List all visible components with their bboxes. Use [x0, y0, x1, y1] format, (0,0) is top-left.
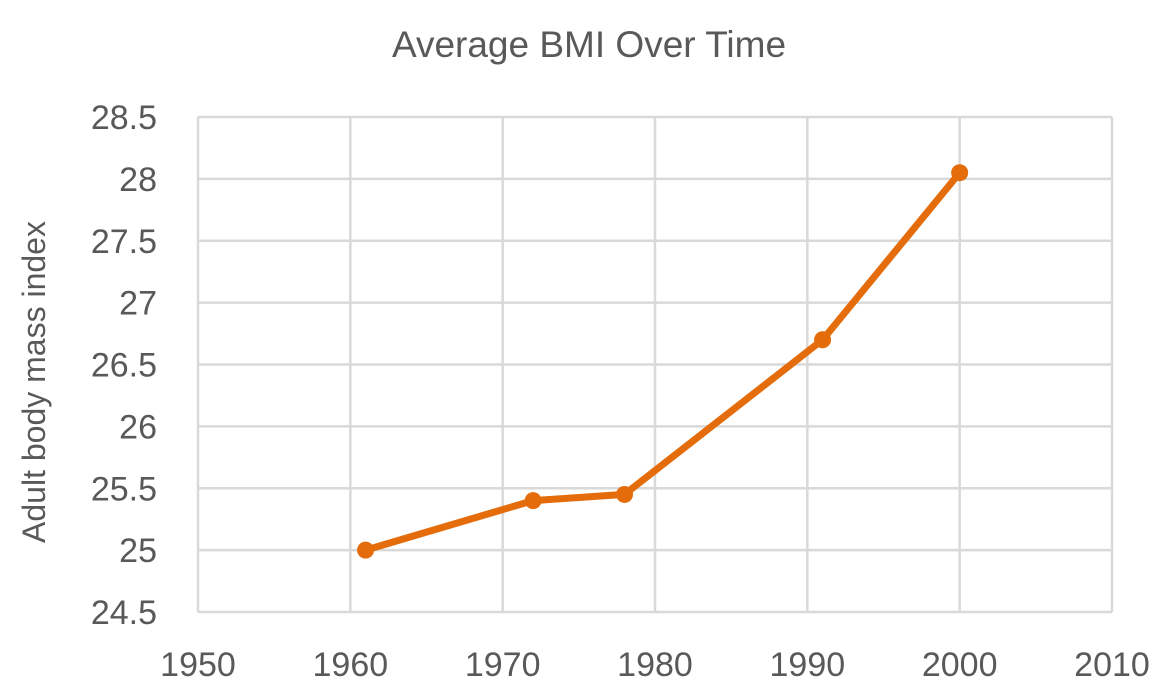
data-point [616, 485, 634, 503]
data-point [814, 331, 832, 349]
y-tick-label: 26 [119, 408, 157, 446]
y-tick-label: 25.5 [91, 470, 157, 508]
gridlines [196, 115, 1114, 614]
x-tick-label: 2000 [922, 646, 998, 684]
y-tick-label: 24.5 [91, 594, 157, 632]
x-tick-labels: 1950 1960 1970 1980 1990 2000 2010 [160, 646, 1150, 684]
y-tick-label: 27.5 [91, 223, 157, 261]
series-layer [357, 164, 969, 559]
x-tick-label: 1990 [770, 646, 846, 684]
y-tick-label: 27 [119, 285, 157, 323]
y-tick-labels: 24.5 25 25.5 26 26.5 27 27.5 28 28.5 [91, 99, 157, 632]
data-point [524, 492, 542, 510]
y-tick-label: 25 [119, 532, 157, 570]
x-tick-label: 1980 [617, 646, 693, 684]
chart-title: Average BMI Over Time [392, 24, 786, 65]
x-tick-label: 2010 [1074, 646, 1150, 684]
x-tick-label: 1960 [313, 646, 389, 684]
y-axis-title: Adult body mass index [16, 221, 52, 543]
y-tick-label: 26.5 [91, 347, 157, 385]
y-tick-label: 28.5 [91, 99, 157, 137]
series-line [362, 169, 964, 554]
x-tick-label: 1970 [465, 646, 541, 684]
data-point [357, 541, 375, 559]
data-point [951, 164, 969, 182]
x-tick-label: 1950 [160, 646, 236, 684]
y-tick-label: 28 [119, 161, 157, 199]
